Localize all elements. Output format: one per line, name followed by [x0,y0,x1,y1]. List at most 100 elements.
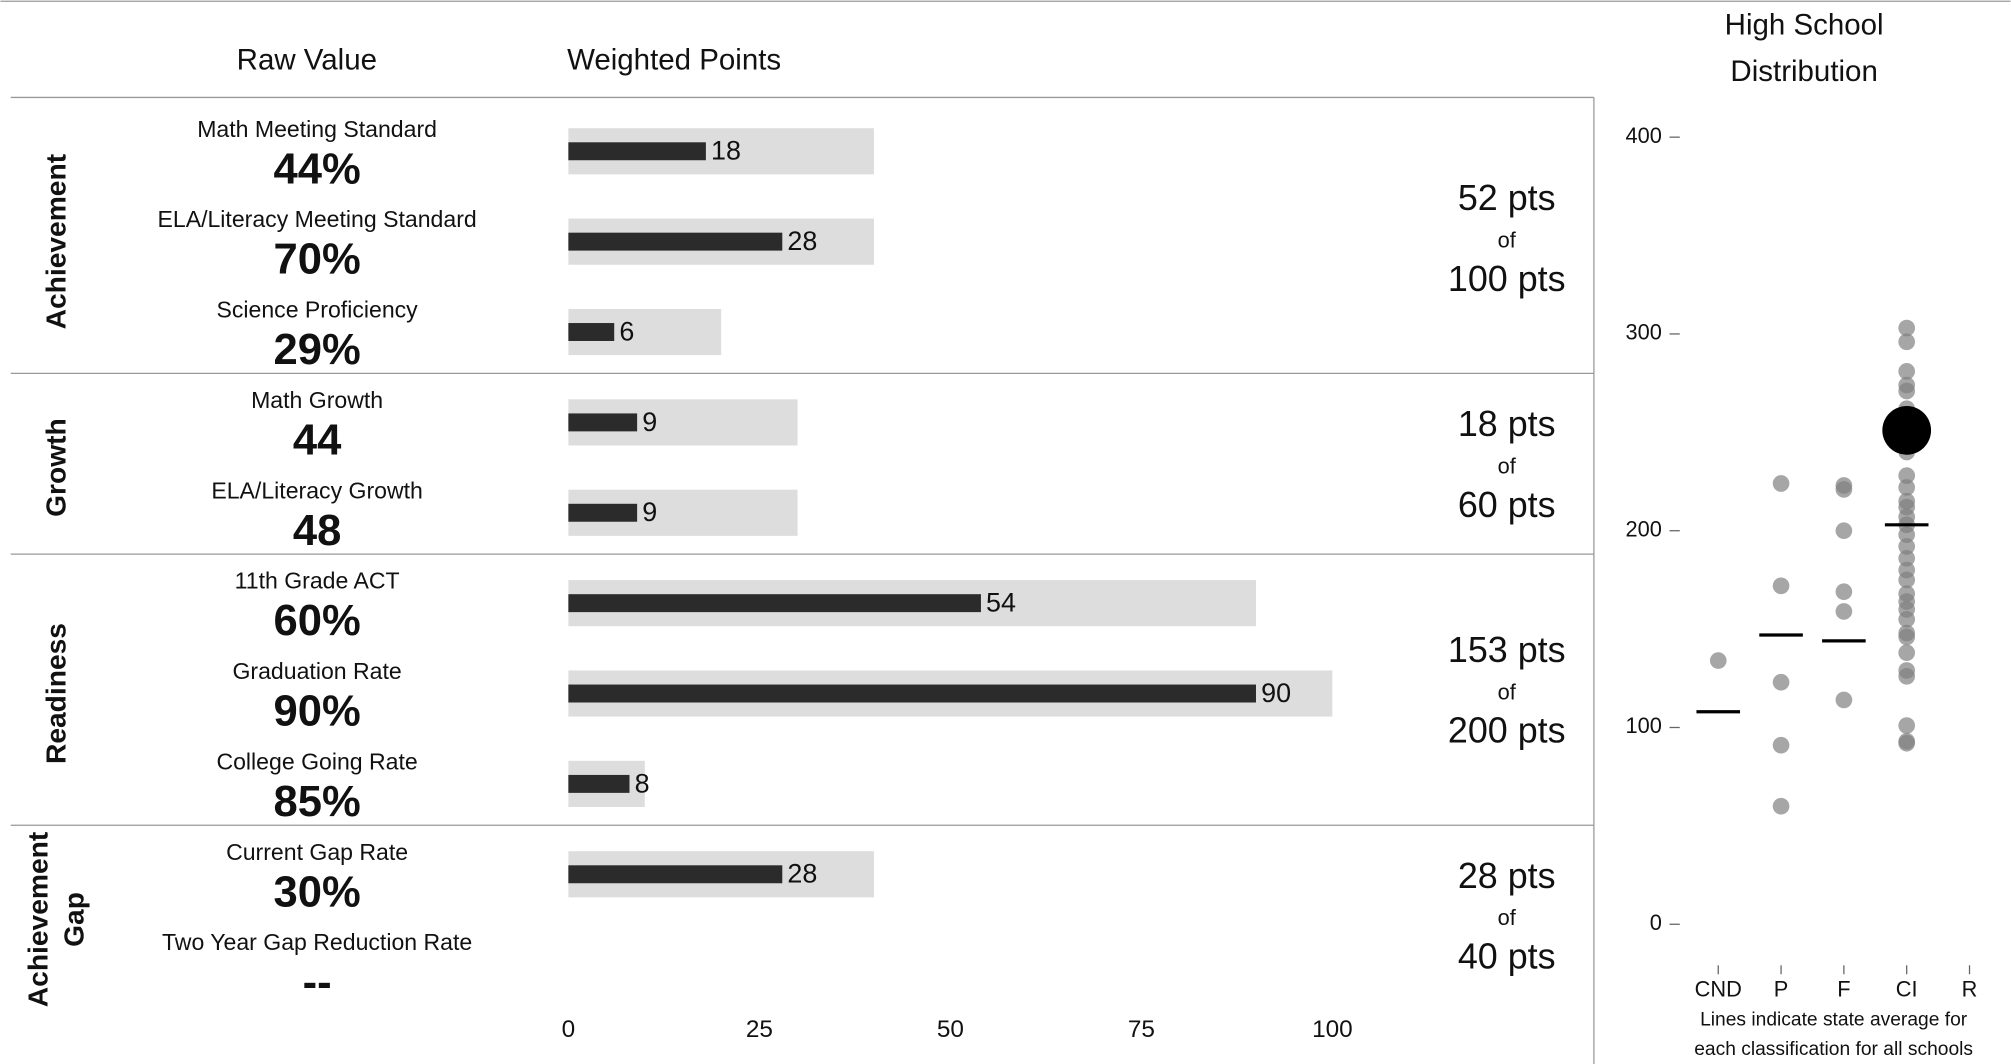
section-total: 52 pts [1458,178,1556,218]
school-point [1898,526,1916,543]
measure-label: Math Growth [251,387,383,413]
points-bar [568,232,783,251]
school-point [1898,319,1916,337]
points-bar [568,142,706,161]
points-bar [568,413,638,432]
measure-label: 11th Grade ACT [235,568,400,594]
chart-title: Distribution [1730,55,1877,88]
raw-value: 30% [273,868,360,916]
section-name-line: Achievement [22,831,54,1007]
section-name: Growth [40,418,72,517]
school-point [1898,734,1916,752]
section-max: 200 pts [1448,711,1566,751]
measure-label: ELA/Literacy Meeting Standard [157,206,476,232]
section-name: Achievement [40,153,72,329]
school-point [1898,538,1916,555]
school-point [1835,603,1853,620]
school-point [1898,667,1916,685]
measure-label: Current Gap Rate [226,839,408,865]
school-point [1772,736,1790,754]
measure-label: Two Year Gap Reduction Rate [162,929,472,955]
section-of: of [1498,227,1517,252]
section-name-line: Achievement [40,153,72,329]
raw-value: -- [303,959,332,1007]
school-point [1898,549,1916,567]
section-max: 100 pts [1448,259,1566,299]
points-bar [568,684,1256,703]
points-label: 28 [787,859,817,889]
x-tick-label: F [1837,977,1850,1002]
section-name-line: Gap [58,892,90,947]
school-point [1898,382,1916,400]
school-point [1772,577,1790,595]
measure-label: Science Proficiency [216,297,418,323]
y-tick-label: 100 [1626,713,1662,738]
raw-value: 85% [273,778,360,826]
school-point [1835,481,1853,498]
x-tick-label: CI [1896,977,1918,1002]
y-tick-label: 200 [1626,516,1662,541]
x-tick-label: R [1962,977,1978,1002]
school-point [1898,717,1916,734]
y-tick-label: 300 [1626,320,1662,345]
raw-value: 29% [273,326,360,374]
weighted-points-header: Weighted Points [567,43,781,76]
points-label: 9 [642,407,657,437]
school-point [1898,479,1916,496]
section-total: 18 pts [1458,404,1556,444]
highlight-point [1882,406,1932,455]
measure-label: Graduation Rate [232,658,401,684]
raw-value: 44 [293,416,341,464]
school-point [1835,522,1853,540]
measure-label: ELA/Literacy Growth [211,477,423,503]
raw-value: 44% [273,145,360,193]
points-bar [568,323,615,341]
points-label: 6 [619,316,634,346]
section-of: of [1498,679,1517,704]
points-bar [568,503,638,522]
raw-value: 90% [273,688,360,736]
points-label: 90 [1261,678,1291,708]
school-point [1772,797,1790,815]
section-of: of [1498,453,1517,478]
section-total: 153 pts [1448,630,1566,670]
x-tick-label: CND [1695,977,1742,1002]
x-tick-label: 50 [937,1016,964,1043]
y-tick-label: 400 [1626,123,1662,148]
school-point [1835,691,1853,709]
raw-value: 48 [293,507,341,555]
points-bar [568,594,981,613]
y-tick-label: 0 [1650,910,1662,935]
school-point [1898,628,1916,646]
x-tick-label: 100 [1312,1016,1353,1043]
school-point [1898,333,1916,351]
section-max: 40 pts [1458,937,1556,977]
measure-label: College Going Rate [216,748,417,774]
measure-label: Math Meeting Standard [197,116,437,142]
section-max: 60 pts [1458,485,1556,525]
points-label: 18 [711,136,741,166]
school-point [1898,610,1916,628]
school-point [1898,644,1916,662]
section-of: of [1498,905,1517,930]
points-label: 9 [642,497,657,527]
x-tick-label: 0 [562,1016,576,1043]
school-point [1835,583,1853,601]
raw-value: 70% [273,236,360,284]
points-bar [568,865,783,884]
chart-title: High School [1725,9,1884,42]
x-tick-label: P [1774,977,1789,1002]
school-point [1772,673,1790,691]
school-point [1898,467,1916,484]
section-name-line: Growth [40,418,72,517]
points-label: 8 [635,768,650,798]
raw-value: 60% [273,597,360,645]
school-point [1709,652,1727,669]
section-name: Readiness [40,623,72,764]
section-total: 28 pts [1458,856,1556,896]
raw-value-header: Raw Value [237,43,377,76]
section-name-line: Readiness [40,623,72,764]
caption: Lines indicate state average for [1700,1009,1968,1030]
